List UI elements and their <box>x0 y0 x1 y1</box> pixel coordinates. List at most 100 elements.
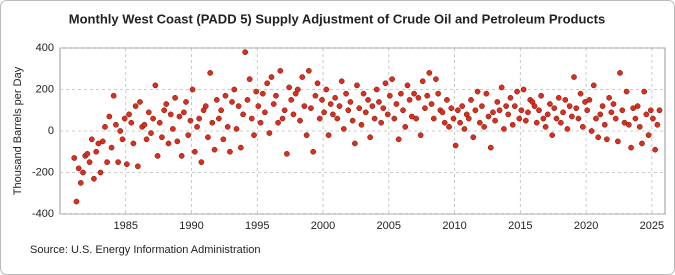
y-tick-label: 400 <box>36 42 54 54</box>
data-point <box>536 107 542 114</box>
data-point <box>634 103 641 109</box>
data-point <box>314 80 321 87</box>
data-point <box>461 126 468 132</box>
data-point <box>161 107 168 114</box>
data-point <box>137 99 143 105</box>
data-point <box>435 90 441 97</box>
data-point <box>656 107 663 114</box>
data-point <box>362 109 369 116</box>
data-point <box>571 74 577 80</box>
data-point <box>380 105 387 112</box>
data-point <box>448 105 455 112</box>
data-point <box>330 111 336 118</box>
data-point <box>233 126 240 132</box>
data-point <box>398 90 404 97</box>
data-point <box>597 111 604 118</box>
data-point <box>413 115 420 122</box>
data-point <box>417 132 424 138</box>
chart-title: Monthly West Coast (PADD 5) Supply Adjus… <box>69 11 605 26</box>
y-tick-label: 200 <box>36 83 54 95</box>
data-point <box>143 136 150 143</box>
data-point <box>636 124 643 130</box>
data-point <box>123 161 130 168</box>
data-point <box>159 134 165 141</box>
data-point <box>191 148 198 155</box>
data-point <box>240 111 246 118</box>
data-point <box>75 165 82 172</box>
data-point <box>601 121 608 128</box>
data-point <box>299 74 306 80</box>
data-point <box>424 92 431 99</box>
data-point <box>523 117 529 124</box>
data-point <box>579 124 586 130</box>
data-point <box>235 103 242 109</box>
data-point <box>327 101 334 107</box>
data-point <box>360 90 367 97</box>
data-point <box>281 107 288 114</box>
data-point <box>108 144 115 151</box>
data-point <box>557 119 564 126</box>
data-point <box>387 92 393 99</box>
data-point <box>455 107 461 114</box>
data-point <box>264 80 270 87</box>
data-point <box>216 115 222 122</box>
x-tick-label: 1995 <box>245 220 269 232</box>
data-point <box>433 76 439 82</box>
data-point <box>511 103 518 109</box>
data-point <box>514 88 520 95</box>
data-point <box>99 138 106 145</box>
data-point <box>262 109 268 116</box>
data-point <box>334 115 341 122</box>
data-point <box>395 136 402 143</box>
data-point <box>615 138 621 145</box>
data-point <box>135 163 141 170</box>
data-point <box>266 130 273 136</box>
data-point <box>156 119 163 126</box>
data-point <box>148 130 154 136</box>
data-point <box>102 124 108 130</box>
data-point <box>358 121 365 128</box>
data-point <box>242 49 249 56</box>
data-point <box>402 124 409 130</box>
data-point <box>376 99 382 105</box>
data-point <box>479 103 485 109</box>
data-point <box>297 117 303 124</box>
data-point <box>444 97 450 103</box>
data-point <box>610 101 617 107</box>
data-point <box>273 92 279 99</box>
data-point <box>393 101 400 107</box>
data-point <box>321 109 327 116</box>
data-point <box>316 115 323 122</box>
data-point <box>452 142 459 149</box>
data-point <box>248 115 255 122</box>
data-point <box>202 103 209 109</box>
data-point <box>308 105 314 112</box>
data-point <box>569 113 575 120</box>
data-point <box>132 103 139 109</box>
data-point <box>343 90 349 97</box>
data-point <box>595 134 602 141</box>
data-point <box>415 94 422 101</box>
data-point <box>209 119 216 126</box>
data-point <box>301 103 308 109</box>
data-point <box>91 175 97 182</box>
data-point <box>645 132 652 138</box>
data-point <box>365 97 371 103</box>
data-point <box>560 109 566 116</box>
data-point <box>312 92 319 99</box>
data-point <box>80 169 86 176</box>
data-point <box>227 148 233 155</box>
data-point <box>516 115 523 122</box>
data-point <box>310 148 317 155</box>
data-point <box>584 107 590 114</box>
data-point <box>599 103 606 109</box>
data-point <box>128 119 135 126</box>
data-point <box>373 86 380 93</box>
data-point <box>426 70 433 76</box>
data-point <box>632 115 639 122</box>
data-point <box>400 107 406 114</box>
data-point <box>538 92 544 99</box>
data-point <box>268 74 275 80</box>
data-point <box>187 117 194 124</box>
y-tick-label: -200 <box>32 166 54 178</box>
